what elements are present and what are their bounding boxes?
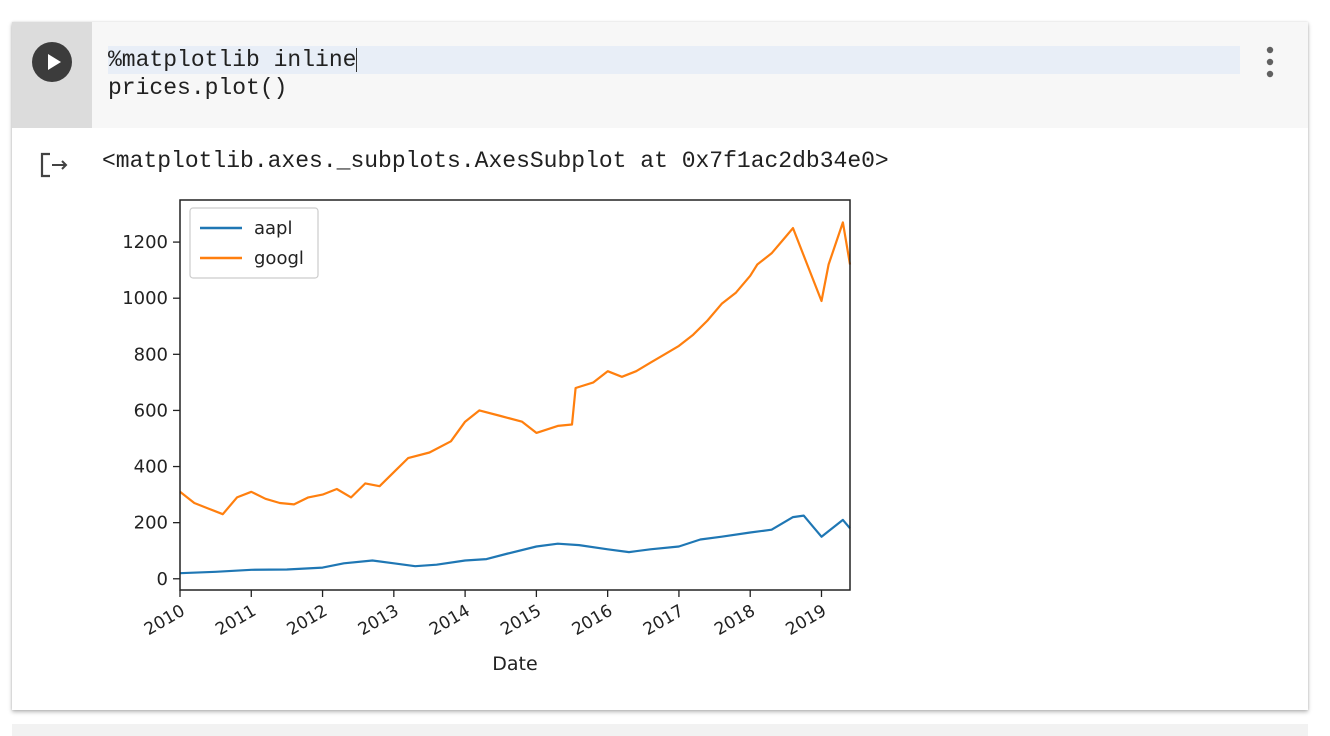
plot-frame: [179, 199, 851, 591]
legend-label-googl: googl: [254, 248, 304, 269]
y-tick-label: 1200: [122, 232, 168, 253]
play-icon: [48, 54, 61, 70]
x-tick-label: 2018: [711, 601, 758, 640]
y-tick-label: 600: [134, 400, 168, 421]
legend-label-aapl: aapl: [254, 218, 293, 239]
code-cell[interactable]: %matplotlib inline prices.plot() <matplo…: [12, 22, 1308, 710]
run-cell-button[interactable]: [32, 42, 72, 82]
x-tick-label: 2012: [284, 601, 331, 640]
cell-gutter: [12, 22, 92, 128]
x-tick-label: 2016: [569, 601, 616, 640]
code-editor[interactable]: %matplotlib inline prices.plot(): [92, 22, 1308, 128]
x-tick-label: 2019: [783, 601, 830, 640]
x-tick-label: 2014: [426, 601, 473, 640]
code-line[interactable]: prices.plot(): [108, 75, 288, 101]
cell-menu-button[interactable]: [1262, 44, 1278, 80]
x-tick-label: 2011: [212, 601, 259, 640]
y-tick-label: 800: [134, 344, 168, 365]
next-cell-edge: [12, 724, 1308, 736]
output-text: <matplotlib.axes._subplots.AxesSubplot a…: [102, 148, 889, 174]
x-tick-label: 2013: [355, 601, 402, 640]
x-tick-label: 2015: [497, 601, 544, 640]
x-tick-label: 2017: [640, 601, 687, 640]
legend-box: [189, 207, 319, 279]
y-tick-label: 0: [157, 569, 168, 590]
y-tick-label: 200: [134, 513, 168, 534]
y-tick-label: 1000: [122, 288, 168, 309]
more-vert-icon: [1266, 46, 1274, 78]
code-line-text: %matplotlib inline: [108, 47, 357, 73]
code-line[interactable]: %matplotlib inline: [108, 46, 1240, 74]
x-axis-label: Date: [492, 653, 537, 675]
text-cursor: [356, 47, 358, 72]
series-line-googl: [179, 221, 852, 516]
y-tick-label: 400: [134, 457, 168, 478]
x-tick-label: 2010: [141, 601, 188, 640]
line-chart: 0 200 400 600 800 1000 1200 2010 2011 2012 2013 201…: [122, 199, 852, 675]
output-arrow-icon[interactable]: [38, 150, 72, 180]
plot-area: 0 200 400 600 800 1000 1200 2010 2011 2012 2013 201…: [122, 199, 852, 640]
series-line-aapl: [179, 514, 851, 575]
